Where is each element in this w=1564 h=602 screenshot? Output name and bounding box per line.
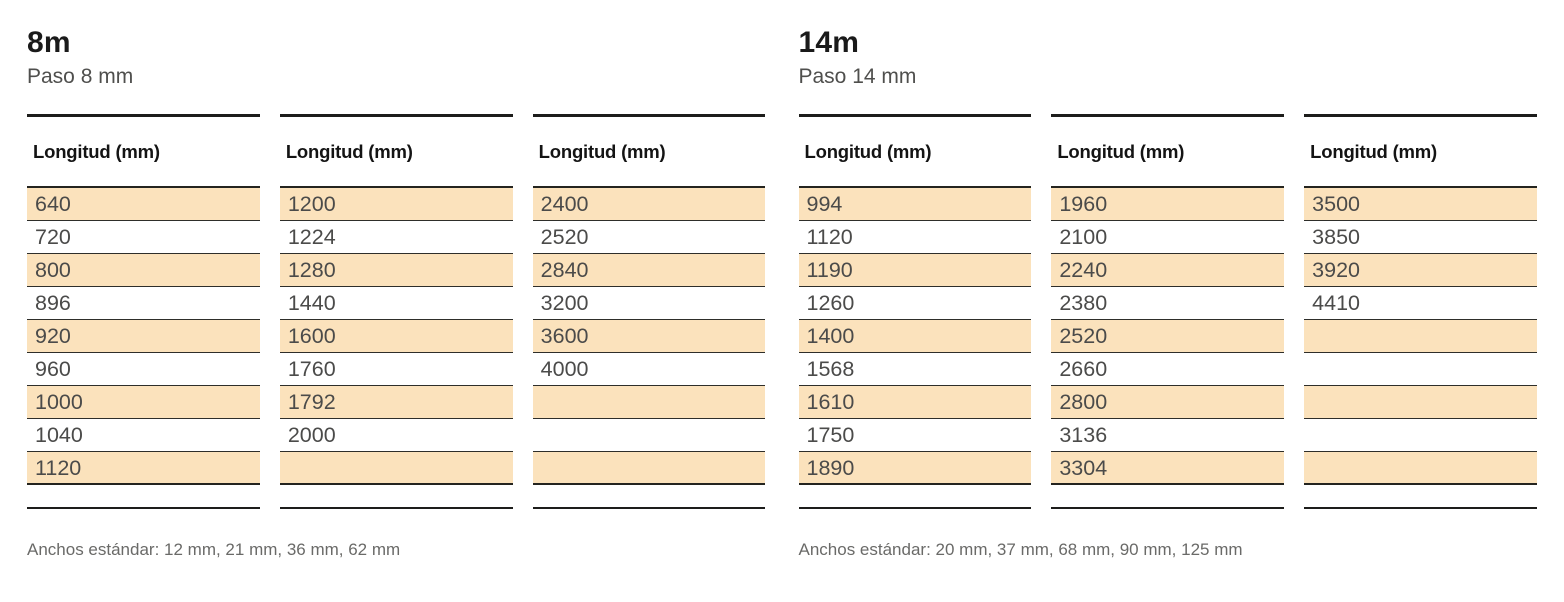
table-row: 960 [27,353,260,387]
table-row: 4410 [1304,287,1537,321]
table-row: 3850 [1304,221,1537,255]
table-row [1304,386,1537,420]
table-row: 1120 [798,221,1032,255]
column-header: Longitud (mm) [285,141,413,163]
table-title: 14m [798,26,860,59]
table-row: 1960 [1051,188,1285,222]
table-subtitle: Paso 14 mm [798,65,917,88]
table-row: 1600 [279,320,513,354]
table-row: 1120 [27,452,260,486]
table-row: 1200 [279,188,513,222]
table-row: 3304 [1051,452,1285,486]
table-row: 1224 [279,221,513,255]
table-row: 896 [27,287,260,321]
table-row [532,452,766,486]
table-row: 1792 [279,386,513,420]
table-row [532,386,766,420]
table-row: 2520 [1051,320,1285,354]
standard-widths-note: Anchos estándar: 20 mm, 37 mm, 68 mm, 90… [798,540,1243,560]
column-header: Longitud (mm) [804,141,932,163]
table-row: 1610 [798,386,1032,420]
table-row: 920 [27,320,260,354]
table-row [532,419,766,453]
table-row: 640 [27,188,260,222]
table-row [1304,452,1537,486]
length-column: Longitud (mm) 1200 1224 1280 1440 1600 1760 179… [279,114,513,510]
column-header: Longitud (mm) [1310,141,1438,163]
table-row: 3200 [532,287,766,321]
column-body: 1200 1224 1280 1440 1600 1760 1792 2000 [279,186,513,486]
table-row: 1040 [27,419,260,453]
table-row: 3920 [1304,254,1537,288]
table-row: 3600 [532,320,766,354]
column-body: 640 720 800 896 920 960 1000 1040 1120 [27,186,260,486]
table-row: 2520 [532,221,766,255]
standard-widths-note: Anchos estándar: 12 mm, 21 mm, 36 mm, 62… [27,540,401,560]
table-columns: Longitud (mm) 640 720 800 896 920 960 1000 1040 1… [27,114,766,510]
table-row: 1440 [279,287,513,321]
table-row: 1568 [798,353,1032,387]
table-row: 2380 [1051,287,1285,321]
table-row [1304,419,1537,453]
table-row: 1750 [798,419,1032,453]
table-row: 2660 [1051,353,1285,387]
table-end-gap [279,485,513,508]
table-end-gap [27,485,260,508]
table-row: 1890 [798,452,1032,486]
table-row: 1260 [798,287,1032,321]
column-header: Longitud (mm) [33,141,160,163]
table-end-gap [532,485,766,508]
table-end-gap [1304,485,1537,508]
table-row: 994 [798,188,1032,222]
table-row: 800 [27,254,260,288]
table-row: 3136 [1051,419,1285,453]
table-title: 8m [27,26,71,59]
table-row: 1190 [798,254,1032,288]
column-header: Longitud (mm) [1057,141,1185,163]
table-row: 2800 [1051,386,1285,420]
table-row: 2240 [1051,254,1285,288]
table-row: 2840 [532,254,766,288]
table-row: 720 [27,221,260,255]
table-8m: 8m Paso 8 mm Longitud (mm) 640 720 800 896 92… [27,28,766,602]
column-body: 1960 2100 2240 2380 2520 2660 2800 3136 3304 [1051,186,1285,486]
column-header: Longitud (mm) [538,141,666,163]
table-row [279,452,513,486]
table-end-gap [798,485,1032,508]
table-end-gap [1051,485,1285,508]
table-row: 2000 [279,419,513,453]
table-row: 1400 [798,320,1032,354]
table-row: 1000 [27,386,260,420]
table-columns: Longitud (mm) 994 1120 1190 1260 1400 1568 1610… [798,114,1538,510]
column-body: 3500 3850 3920 4410 [1304,186,1537,486]
table-row [1304,353,1537,387]
table-row [1304,320,1537,354]
table-row: 1280 [279,254,513,288]
table-row: 2100 [1051,221,1285,255]
length-column: Longitud (mm) 640 720 800 896 920 960 1000 1040 1… [27,114,260,510]
table-row: 1760 [279,353,513,387]
length-column: Longitud (mm) 994 1120 1190 1260 1400 1568 1610… [798,114,1032,510]
length-column: Longitud (mm) 1960 2100 2240 2380 2520 2660 280… [1051,114,1285,510]
length-column: Longitud (mm) 2400 2520 2840 3200 3600 4000 [532,114,766,510]
column-body: 2400 2520 2840 3200 3600 4000 [532,186,766,486]
table-row: 4000 [532,353,766,387]
table-14m: 14m Paso 14 mm Longitud (mm) 994 1120 1190 1… [798,26,1538,602]
length-column: Longitud (mm) 3500 3850 3920 4410 [1304,114,1537,510]
table-subtitle: Paso 8 mm [27,65,134,88]
table-row: 3500 [1304,188,1537,222]
table-row: 2400 [532,188,766,222]
column-body: 994 1120 1190 1260 1400 1568 1610 1750 1890 [798,186,1032,486]
